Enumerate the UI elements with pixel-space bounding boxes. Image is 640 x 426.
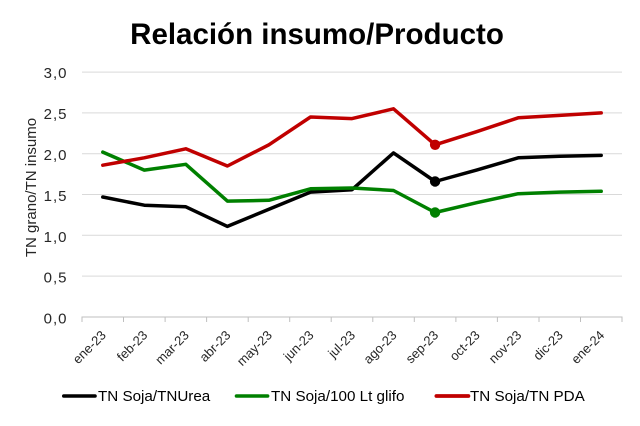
svg-text:Relación insumo/Producto: Relación insumo/Producto bbox=[130, 18, 504, 51]
svg-text:1,5: 1,5 bbox=[44, 188, 68, 205]
svg-text:1,0: 1,0 bbox=[44, 229, 68, 246]
svg-text:2,5: 2,5 bbox=[44, 106, 68, 123]
svg-text:0,0: 0,0 bbox=[44, 310, 68, 327]
svg-text:2,0: 2,0 bbox=[44, 147, 68, 164]
svg-text:0,5: 0,5 bbox=[44, 270, 68, 287]
svg-text:TN Soja/TNUrea: TN Soja/TNUrea bbox=[98, 388, 211, 405]
svg-text:TN Soja/TN PDA: TN Soja/TN PDA bbox=[470, 388, 586, 405]
svg-text:3,0: 3,0 bbox=[44, 65, 68, 82]
svg-text:TN Soja/100 Lt glifo: TN Soja/100 Lt glifo bbox=[271, 388, 404, 405]
svg-text:TN grano/TN insumo: TN grano/TN insumo bbox=[23, 118, 40, 257]
